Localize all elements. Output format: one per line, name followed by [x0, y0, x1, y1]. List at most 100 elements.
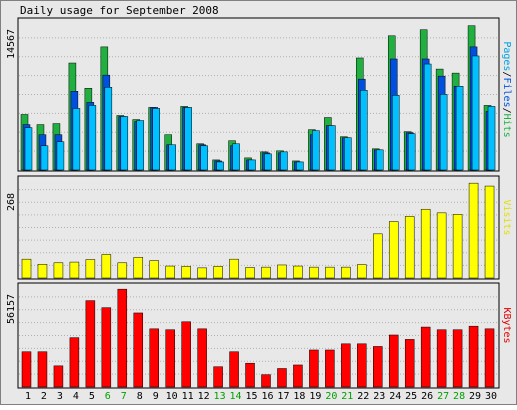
- kbytes-bar-day-13: [213, 366, 223, 388]
- visits-bar-day-18: [293, 265, 303, 279]
- pages-bar-day-13: [216, 161, 224, 171]
- pages-bar-day-11: [184, 107, 192, 171]
- pages-bar-day-2: [40, 145, 49, 171]
- x-tick-label-day-18: 18: [293, 391, 305, 402]
- kbytes-bar-day-4: [69, 337, 80, 388]
- kbytes-bar-day-18: [293, 364, 303, 388]
- label-slash-2: /: [501, 108, 512, 114]
- kbytes-bar-day-6: [101, 307, 112, 388]
- x-tick-label-day-1: 1: [25, 391, 31, 402]
- x-tick-label-day-16: 16: [261, 391, 273, 402]
- kbytes-bar-day-28: [452, 329, 463, 388]
- kbytes-axis-label: KBytes: [501, 307, 512, 343]
- kbytes-bar-day-25: [404, 339, 415, 388]
- kbytes-bar-day-19: [309, 349, 319, 388]
- visits-bar-day-7: [117, 262, 128, 279]
- visits-bar-day-28: [452, 214, 463, 279]
- x-tick-label-day-29: 29: [469, 391, 481, 402]
- visits-bar-day-14: [229, 258, 239, 279]
- x-tick-label-day-19: 19: [309, 391, 321, 402]
- visits-bar-day-26: [420, 208, 431, 279]
- kbytes-bar-day-11: [181, 321, 191, 388]
- x-tick-label-day-2: 2: [41, 391, 47, 402]
- x-tick-label-day-15: 15: [245, 391, 257, 402]
- x-tick-label-day-21: 21: [341, 391, 353, 402]
- kbytes-bar-day-26: [420, 326, 431, 388]
- visits-bar-day-9: [149, 260, 159, 279]
- x-tick-label-day-9: 9: [153, 391, 159, 402]
- pages-bar-day-25: [407, 133, 416, 171]
- pages-bar-day-6: [104, 87, 113, 171]
- visits-bar-day-22: [357, 264, 367, 279]
- x-tick-label-day-27: 27: [437, 391, 449, 402]
- label-hits: Hits: [501, 114, 512, 138]
- hits-max-label: 14567: [6, 29, 17, 59]
- x-tick-label-day-28: 28: [453, 391, 465, 402]
- x-tick-label-day-30: 30: [485, 391, 497, 402]
- visits-bar-day-3: [53, 262, 64, 279]
- pages-bar-day-8: [136, 120, 145, 171]
- pages-bar-day-18: [296, 161, 304, 171]
- visits-bar-day-20: [325, 266, 335, 279]
- kbytes-bars: [21, 288, 495, 388]
- x-tick-label-day-25: 25: [405, 391, 417, 402]
- visits-axis-label: Visits: [501, 199, 512, 235]
- kbytes-bar-day-17: [277, 368, 287, 388]
- pages-bar-day-30: [487, 106, 496, 171]
- kbytes-bar-day-5: [85, 300, 96, 388]
- x-tick-label-day-26: 26: [421, 391, 433, 402]
- kbytes-bar-day-3: [53, 365, 64, 388]
- kbytes-bar-day-21: [341, 343, 351, 388]
- x-tick-label-day-24: 24: [389, 391, 401, 402]
- pages-bar-day-14: [232, 143, 240, 171]
- pages-bar-day-12: [200, 145, 208, 171]
- kbytes-bar-day-15: [245, 362, 255, 388]
- x-axis-day-labels: 1 2 3 4 5 6 7 8 9 10 11 12 13 14 15 16 17 18 19 20 21 22 23 24 2…: [25, 391, 497, 402]
- visits-bar-day-24: [388, 221, 399, 279]
- pages-bar-day-26: [423, 63, 432, 171]
- pages-bar-day-5: [88, 105, 97, 171]
- x-tick-label-day-10: 10: [166, 391, 178, 402]
- visits-bar-day-10: [165, 265, 175, 279]
- visits-max-label: 268: [6, 193, 17, 211]
- pages-bar-day-22: [360, 90, 368, 171]
- pages-bar-day-3: [56, 141, 65, 171]
- pages-bar-day-20: [328, 125, 336, 171]
- label-slash-1: /: [501, 71, 512, 77]
- pages-bar-day-15: [248, 159, 256, 171]
- kbytes-bar-day-29: [468, 325, 479, 388]
- kbytes-bar-day-27: [436, 329, 447, 388]
- visits-bar-day-30: [484, 185, 495, 279]
- kbytes-max-label: 56157: [6, 294, 17, 324]
- x-tick-label-day-14: 14: [230, 391, 242, 402]
- x-tick-label-day-22: 22: [357, 391, 369, 402]
- pages-bar-day-1: [24, 127, 33, 171]
- pages-bar-day-4: [72, 108, 81, 171]
- kbytes-bar-day-12: [197, 328, 207, 388]
- visits-bar-day-4: [69, 261, 80, 279]
- kbytes-bar-day-10: [165, 329, 175, 388]
- kbytes-bar-day-7: [117, 288, 128, 388]
- visits-bar-day-16: [261, 266, 271, 279]
- x-tick-label-day-4: 4: [73, 391, 79, 402]
- visits-bar-day-8: [133, 257, 144, 279]
- kbytes-bar-day-2: [37, 351, 48, 388]
- pages-bar-day-19: [312, 130, 320, 171]
- label-pages: Pages: [501, 41, 512, 71]
- pages-bar-day-9: [152, 108, 160, 171]
- kbytes-bar-day-20: [325, 349, 335, 388]
- pages-bar-day-28: [455, 85, 464, 171]
- visits-bar-day-2: [37, 263, 48, 279]
- pages-bar-day-27: [439, 94, 448, 171]
- visits-bar-day-15: [245, 267, 255, 279]
- kbytes-bar-day-1: [21, 351, 32, 388]
- pages-bar-day-23: [376, 149, 384, 171]
- visits-bar-day-19: [309, 266, 319, 279]
- kbytes-bar-day-22: [357, 343, 367, 388]
- pages-bar-day-17: [280, 151, 288, 171]
- x-tick-label-day-8: 8: [137, 391, 143, 402]
- x-tick-label-day-23: 23: [373, 391, 385, 402]
- kbytes-bar-day-14: [229, 351, 239, 388]
